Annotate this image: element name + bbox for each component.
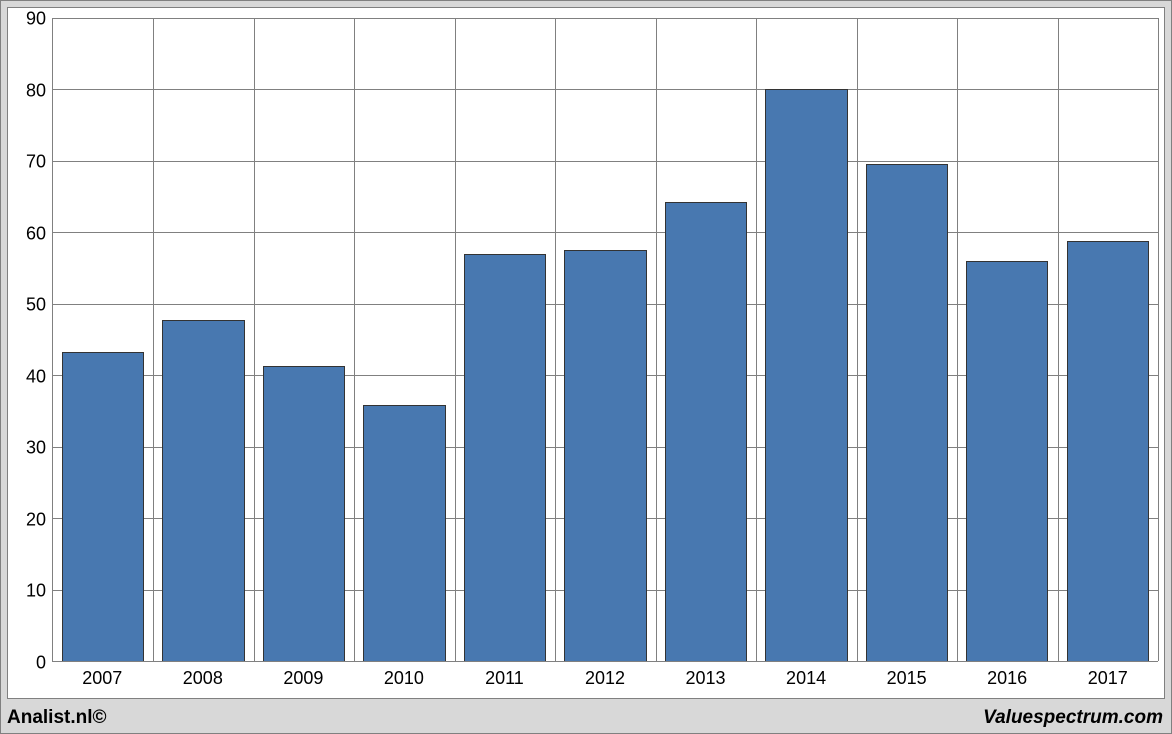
x-tick-label: 2016 bbox=[987, 668, 1027, 689]
x-tick-label: 2010 bbox=[384, 668, 424, 689]
y-tick-label: 0 bbox=[36, 653, 46, 674]
gridline-vertical bbox=[756, 18, 757, 661]
gridline-vertical bbox=[354, 18, 355, 661]
gridline-vertical bbox=[1058, 18, 1059, 661]
plot-area bbox=[52, 18, 1158, 662]
bar bbox=[62, 352, 144, 661]
x-tick-label: 2014 bbox=[786, 668, 826, 689]
bar bbox=[464, 254, 546, 661]
y-tick-label: 10 bbox=[26, 581, 46, 602]
y-tick-label: 40 bbox=[26, 366, 46, 387]
y-tick-label: 70 bbox=[26, 152, 46, 173]
chart-container: 0 10 20 30 40 50 60 70 80 90 2007 2008 2009 2010 2011… bbox=[0, 0, 1172, 734]
gridline-vertical bbox=[957, 18, 958, 661]
bar bbox=[765, 89, 847, 661]
bar bbox=[263, 366, 345, 661]
bar bbox=[1067, 241, 1149, 661]
gridline-horizontal bbox=[53, 161, 1158, 162]
footer-right-credit: Valuespectrum.com bbox=[983, 707, 1163, 729]
gridline-vertical bbox=[555, 18, 556, 661]
y-tick-label: 80 bbox=[26, 80, 46, 101]
bar bbox=[162, 320, 244, 662]
gridline-horizontal bbox=[53, 89, 1158, 90]
x-tick-label: 2015 bbox=[887, 668, 927, 689]
plot-area-wrap: 0 10 20 30 40 50 60 70 80 90 2007 2008 2009 2010 2011… bbox=[7, 7, 1165, 699]
gridline-vertical bbox=[656, 18, 657, 661]
gridline-horizontal bbox=[53, 18, 1158, 19]
y-tick-label: 30 bbox=[26, 438, 46, 459]
x-tick-label: 2013 bbox=[686, 668, 726, 689]
gridline-horizontal bbox=[53, 232, 1158, 233]
bar bbox=[564, 250, 646, 661]
gridline-vertical bbox=[153, 18, 154, 661]
x-tick-label: 2008 bbox=[183, 668, 223, 689]
y-tick-label: 90 bbox=[26, 9, 46, 30]
gridline-vertical bbox=[254, 18, 255, 661]
x-tick-label: 2011 bbox=[485, 668, 524, 689]
x-tick-label: 2007 bbox=[82, 668, 122, 689]
bar bbox=[665, 202, 747, 661]
x-tick-label: 2017 bbox=[1088, 668, 1128, 689]
y-tick-label: 50 bbox=[26, 295, 46, 316]
x-tick-label: 2012 bbox=[585, 668, 625, 689]
bar bbox=[966, 261, 1048, 661]
gridline-vertical bbox=[455, 18, 456, 661]
y-tick-label: 20 bbox=[26, 509, 46, 530]
footer-left-credit: Analist.nl© bbox=[7, 707, 107, 729]
y-tick-label: 60 bbox=[26, 223, 46, 244]
x-axis: 2007 2008 2009 2010 2011 2012 2013 2014 2015 2016… bbox=[52, 662, 1158, 698]
x-tick-label: 2009 bbox=[283, 668, 323, 689]
y-axis: 0 10 20 30 40 50 60 70 80 90 bbox=[8, 8, 52, 698]
bar bbox=[866, 164, 948, 661]
gridline-vertical bbox=[857, 18, 858, 661]
gridline-vertical bbox=[1158, 18, 1159, 661]
bar bbox=[363, 405, 445, 661]
